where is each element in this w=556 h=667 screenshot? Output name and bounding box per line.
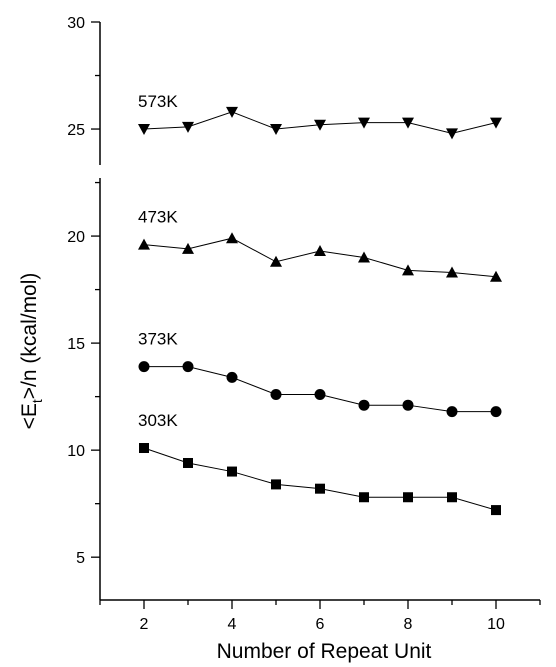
data-point-573K	[490, 117, 502, 129]
x-tick-label: 4	[228, 616, 237, 633]
data-point-473K	[402, 264, 414, 276]
data-point-473K	[490, 270, 502, 282]
y-tick-label: 30	[67, 15, 85, 32]
data-point-473K	[182, 242, 194, 254]
data-point-373K	[402, 399, 414, 411]
x-axis-title: Number of Repeat Unit	[217, 640, 432, 663]
data-point-303K	[359, 492, 369, 503]
data-point-373K	[226, 371, 238, 383]
data-point-373K	[314, 388, 326, 400]
data-point-473K	[270, 255, 282, 267]
y-tick-label: 15	[67, 336, 85, 353]
series-label-473K: 473K	[138, 208, 178, 227]
series-line-473K	[143, 237, 497, 278]
series-label-373K: 373K	[138, 330, 178, 349]
y-tick-label: 5	[76, 550, 85, 567]
data-point-303K	[227, 466, 237, 477]
data-point-573K	[314, 119, 326, 131]
data-point-303K	[403, 492, 413, 503]
y-axis-title-subscript: t	[29, 399, 45, 403]
data-point-473K	[138, 238, 150, 250]
data-point-473K	[314, 245, 326, 257]
x-tick-label: 10	[487, 616, 505, 633]
data-point-303K	[183, 457, 193, 468]
y-tick-label: 25	[67, 122, 85, 139]
y-axis-title-main: <E	[18, 403, 41, 429]
y-axis-ticks: 5 10 15 20 25 30	[67, 15, 100, 567]
data-point-303K	[447, 492, 457, 503]
x-tick-label: 6	[316, 616, 325, 633]
data-point-373K	[138, 361, 150, 373]
data-point-373K	[446, 406, 458, 418]
series-label-573K: 573K	[138, 92, 178, 111]
data-point-303K	[271, 479, 281, 490]
data-point-473K	[446, 266, 458, 278]
data-point-303K	[139, 443, 149, 454]
data-point-473K	[358, 251, 370, 263]
data-point-373K	[490, 406, 502, 418]
y-axis-title-rest: >/n (kcal/mol)	[18, 273, 41, 400]
series-label-303K: 303K	[138, 411, 178, 430]
data-point-473K	[226, 232, 238, 244]
data-point-303K	[315, 483, 325, 494]
x-tick-label: 2	[140, 616, 149, 633]
x-tick-label: 8	[404, 616, 413, 633]
data-point-573K	[226, 106, 238, 118]
y-axis-title: <Et>/n (kcal/mol)	[18, 273, 45, 430]
data-point-373K	[182, 361, 194, 373]
data-point-573K	[446, 128, 458, 140]
data-point-573K	[270, 124, 282, 136]
y-tick-label: 20	[67, 229, 85, 246]
series-labels: 573K 473K 373K 303K	[138, 92, 178, 430]
data-point-573K	[402, 117, 414, 129]
data-point-573K	[182, 121, 194, 133]
data-point-373K	[358, 399, 370, 411]
x-axis-ticks: 2 4 6 8 10	[99, 600, 541, 633]
series-line-303K	[143, 447, 497, 511]
data-point-573K	[358, 117, 370, 129]
y-tick-label: 10	[67, 443, 85, 460]
data-point-573K	[138, 124, 150, 136]
plot-area	[138, 106, 502, 516]
data-point-303K	[491, 505, 501, 516]
data-point-373K	[270, 388, 282, 400]
